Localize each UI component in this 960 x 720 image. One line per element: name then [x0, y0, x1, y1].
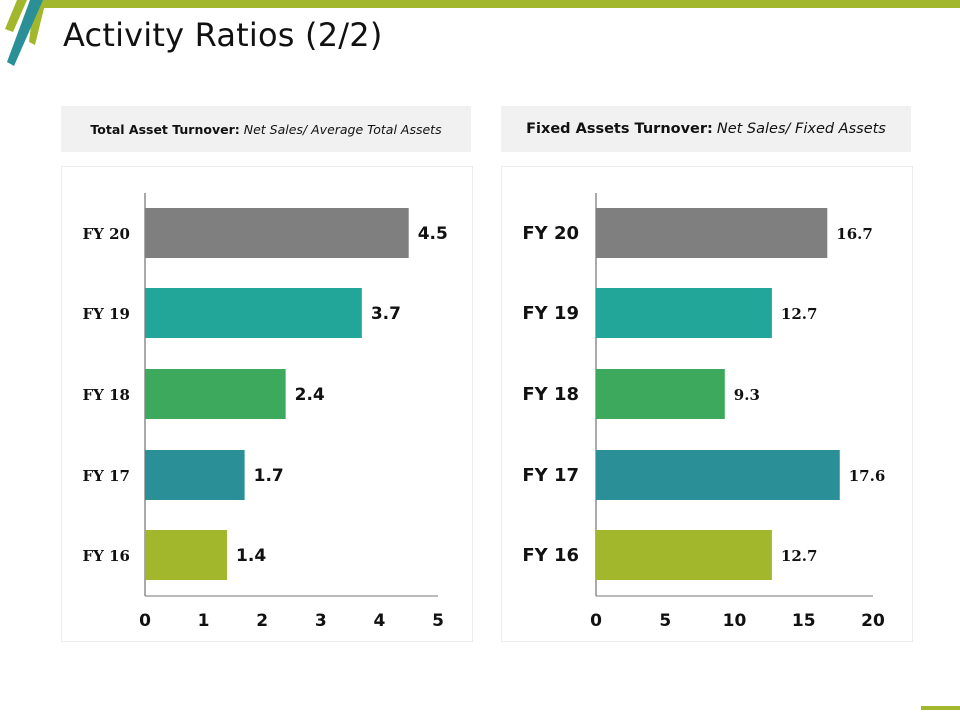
bottom-accent-bar	[921, 706, 960, 710]
x-tick-label: 1	[198, 611, 210, 631]
top-accent-bar	[40, 0, 960, 8]
page-title: Activity Ratios (2/2)	[63, 16, 383, 54]
bar-fy-20	[145, 208, 409, 258]
lime-stripe-left	[5, 0, 27, 32]
x-tick-label: 4	[373, 611, 385, 631]
category-label: FY 16	[522, 545, 579, 566]
left-chart-caption: Total Asset Turnover: Net Sales/ Average…	[61, 106, 471, 152]
category-label: FY 18	[522, 384, 579, 405]
x-tick-label: 0	[590, 611, 602, 631]
x-tick-label: 3	[315, 611, 327, 631]
bar-fy-20	[596, 208, 828, 258]
category-label: FY 20	[83, 225, 130, 243]
bar-fy-18	[145, 369, 286, 419]
bar-fy-19	[596, 288, 772, 338]
caption-formula: Net Sales/ Average Total Assets	[243, 121, 442, 137]
category-label: FY 16	[83, 547, 130, 565]
x-tick-label: 20	[861, 611, 885, 631]
category-label: FY 20	[522, 223, 579, 244]
bar-fy-17	[596, 450, 840, 500]
caption-label: Fixed Assets Turnover:	[526, 121, 713, 137]
bar-fy-16	[145, 530, 228, 580]
teal-stripe	[7, 0, 43, 66]
data-label: 4.5	[418, 224, 448, 244]
x-tick-label: 10	[723, 611, 747, 631]
right-chart-caption: Fixed Assets Turnover: Net Sales/ Fixed …	[501, 106, 911, 152]
bar-fy-16	[596, 530, 772, 580]
data-label: 1.7	[254, 466, 284, 486]
x-tick-label: 5	[432, 611, 444, 631]
x-tick-label: 5	[659, 611, 671, 631]
data-label: 12.7	[781, 547, 818, 565]
bar-fy-17	[145, 450, 245, 500]
x-tick-label: 15	[792, 611, 816, 631]
data-label: 16.7	[836, 225, 873, 243]
data-label: 12.7	[781, 305, 818, 323]
bar-fy-19	[145, 288, 362, 338]
category-label: FY 19	[522, 303, 579, 324]
data-label: 9.3	[734, 386, 760, 404]
data-label: 2.4	[295, 385, 325, 405]
x-tick-label: 2	[256, 611, 268, 631]
data-label: 17.6	[849, 467, 886, 485]
bar-fy-18	[596, 369, 725, 419]
category-label: FY 17	[522, 465, 579, 486]
decorative-stripes-icon	[5, 0, 46, 66]
data-label: 1.4	[236, 546, 266, 566]
x-tick-label: 0	[139, 611, 151, 631]
data-label: 3.7	[371, 304, 401, 324]
category-label: FY 17	[83, 467, 130, 485]
caption-label: Total Asset Turnover:	[90, 121, 240, 137]
category-label: FY 18	[83, 386, 130, 404]
caption-formula: Net Sales/ Fixed Assets	[716, 121, 886, 137]
category-label: FY 19	[83, 305, 130, 323]
